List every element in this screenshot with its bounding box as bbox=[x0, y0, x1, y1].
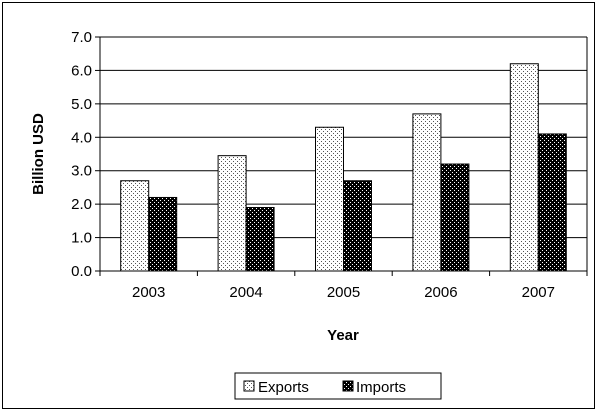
bar-imports-2004 bbox=[245, 206, 275, 272]
bar-imports-2005 bbox=[343, 180, 372, 272]
bar-exports-2004 bbox=[217, 155, 247, 272]
legend: Exports Imports bbox=[234, 372, 442, 400]
bar-imports-2007 bbox=[537, 133, 567, 272]
bar-exports-2005 bbox=[315, 126, 344, 272]
y-tick-label: 2.0 bbox=[71, 196, 92, 213]
axes: 0.0 1.0 2.0 3.0 4.0 5.0 6.0 7.0 2003 2004 2005 2006… bbox=[71, 29, 588, 301]
bar-exports-2007 bbox=[509, 63, 539, 272]
x-tick-label: 2003 bbox=[132, 284, 165, 301]
y-tick-label: 3.0 bbox=[71, 163, 92, 180]
y-tick-label: 4.0 bbox=[71, 129, 92, 146]
legend-box bbox=[234, 372, 442, 400]
legend-label-exports: Exports bbox=[258, 379, 309, 396]
bar-imports-2003 bbox=[148, 196, 178, 272]
x-tick-label: 2005 bbox=[327, 284, 360, 301]
x-tick-label: 2007 bbox=[522, 284, 555, 301]
bars bbox=[120, 63, 567, 272]
legend-swatch-imports bbox=[342, 380, 354, 392]
bar-exports-2003 bbox=[120, 180, 150, 272]
y-axis-title: Billion USD bbox=[30, 113, 47, 195]
chart-frame: 0.0 1.0 2.0 3.0 4.0 5.0 6.0 7.0 2003 2004 2005 2006… bbox=[2, 2, 595, 409]
bar-imports-2006 bbox=[440, 163, 470, 272]
y-tick-label: 6.0 bbox=[71, 62, 92, 79]
y-tick-label: 1.0 bbox=[71, 230, 92, 247]
bar-exports-2006 bbox=[412, 113, 442, 272]
x-axis-title: Year bbox=[327, 327, 359, 344]
legend-swatch-exports bbox=[243, 380, 255, 392]
bar-chart: 0.0 1.0 2.0 3.0 4.0 5.0 6.0 7.0 2003 2004 2005 2006… bbox=[30, 29, 588, 400]
legend-label-imports: Imports bbox=[356, 379, 406, 396]
y-tick-label: 0.0 bbox=[71, 263, 92, 280]
y-tick-label: 7.0 bbox=[71, 29, 92, 46]
y-tick-label: 5.0 bbox=[71, 96, 92, 113]
x-tick-label: 2004 bbox=[229, 284, 262, 301]
x-tick-label: 2006 bbox=[424, 284, 457, 301]
